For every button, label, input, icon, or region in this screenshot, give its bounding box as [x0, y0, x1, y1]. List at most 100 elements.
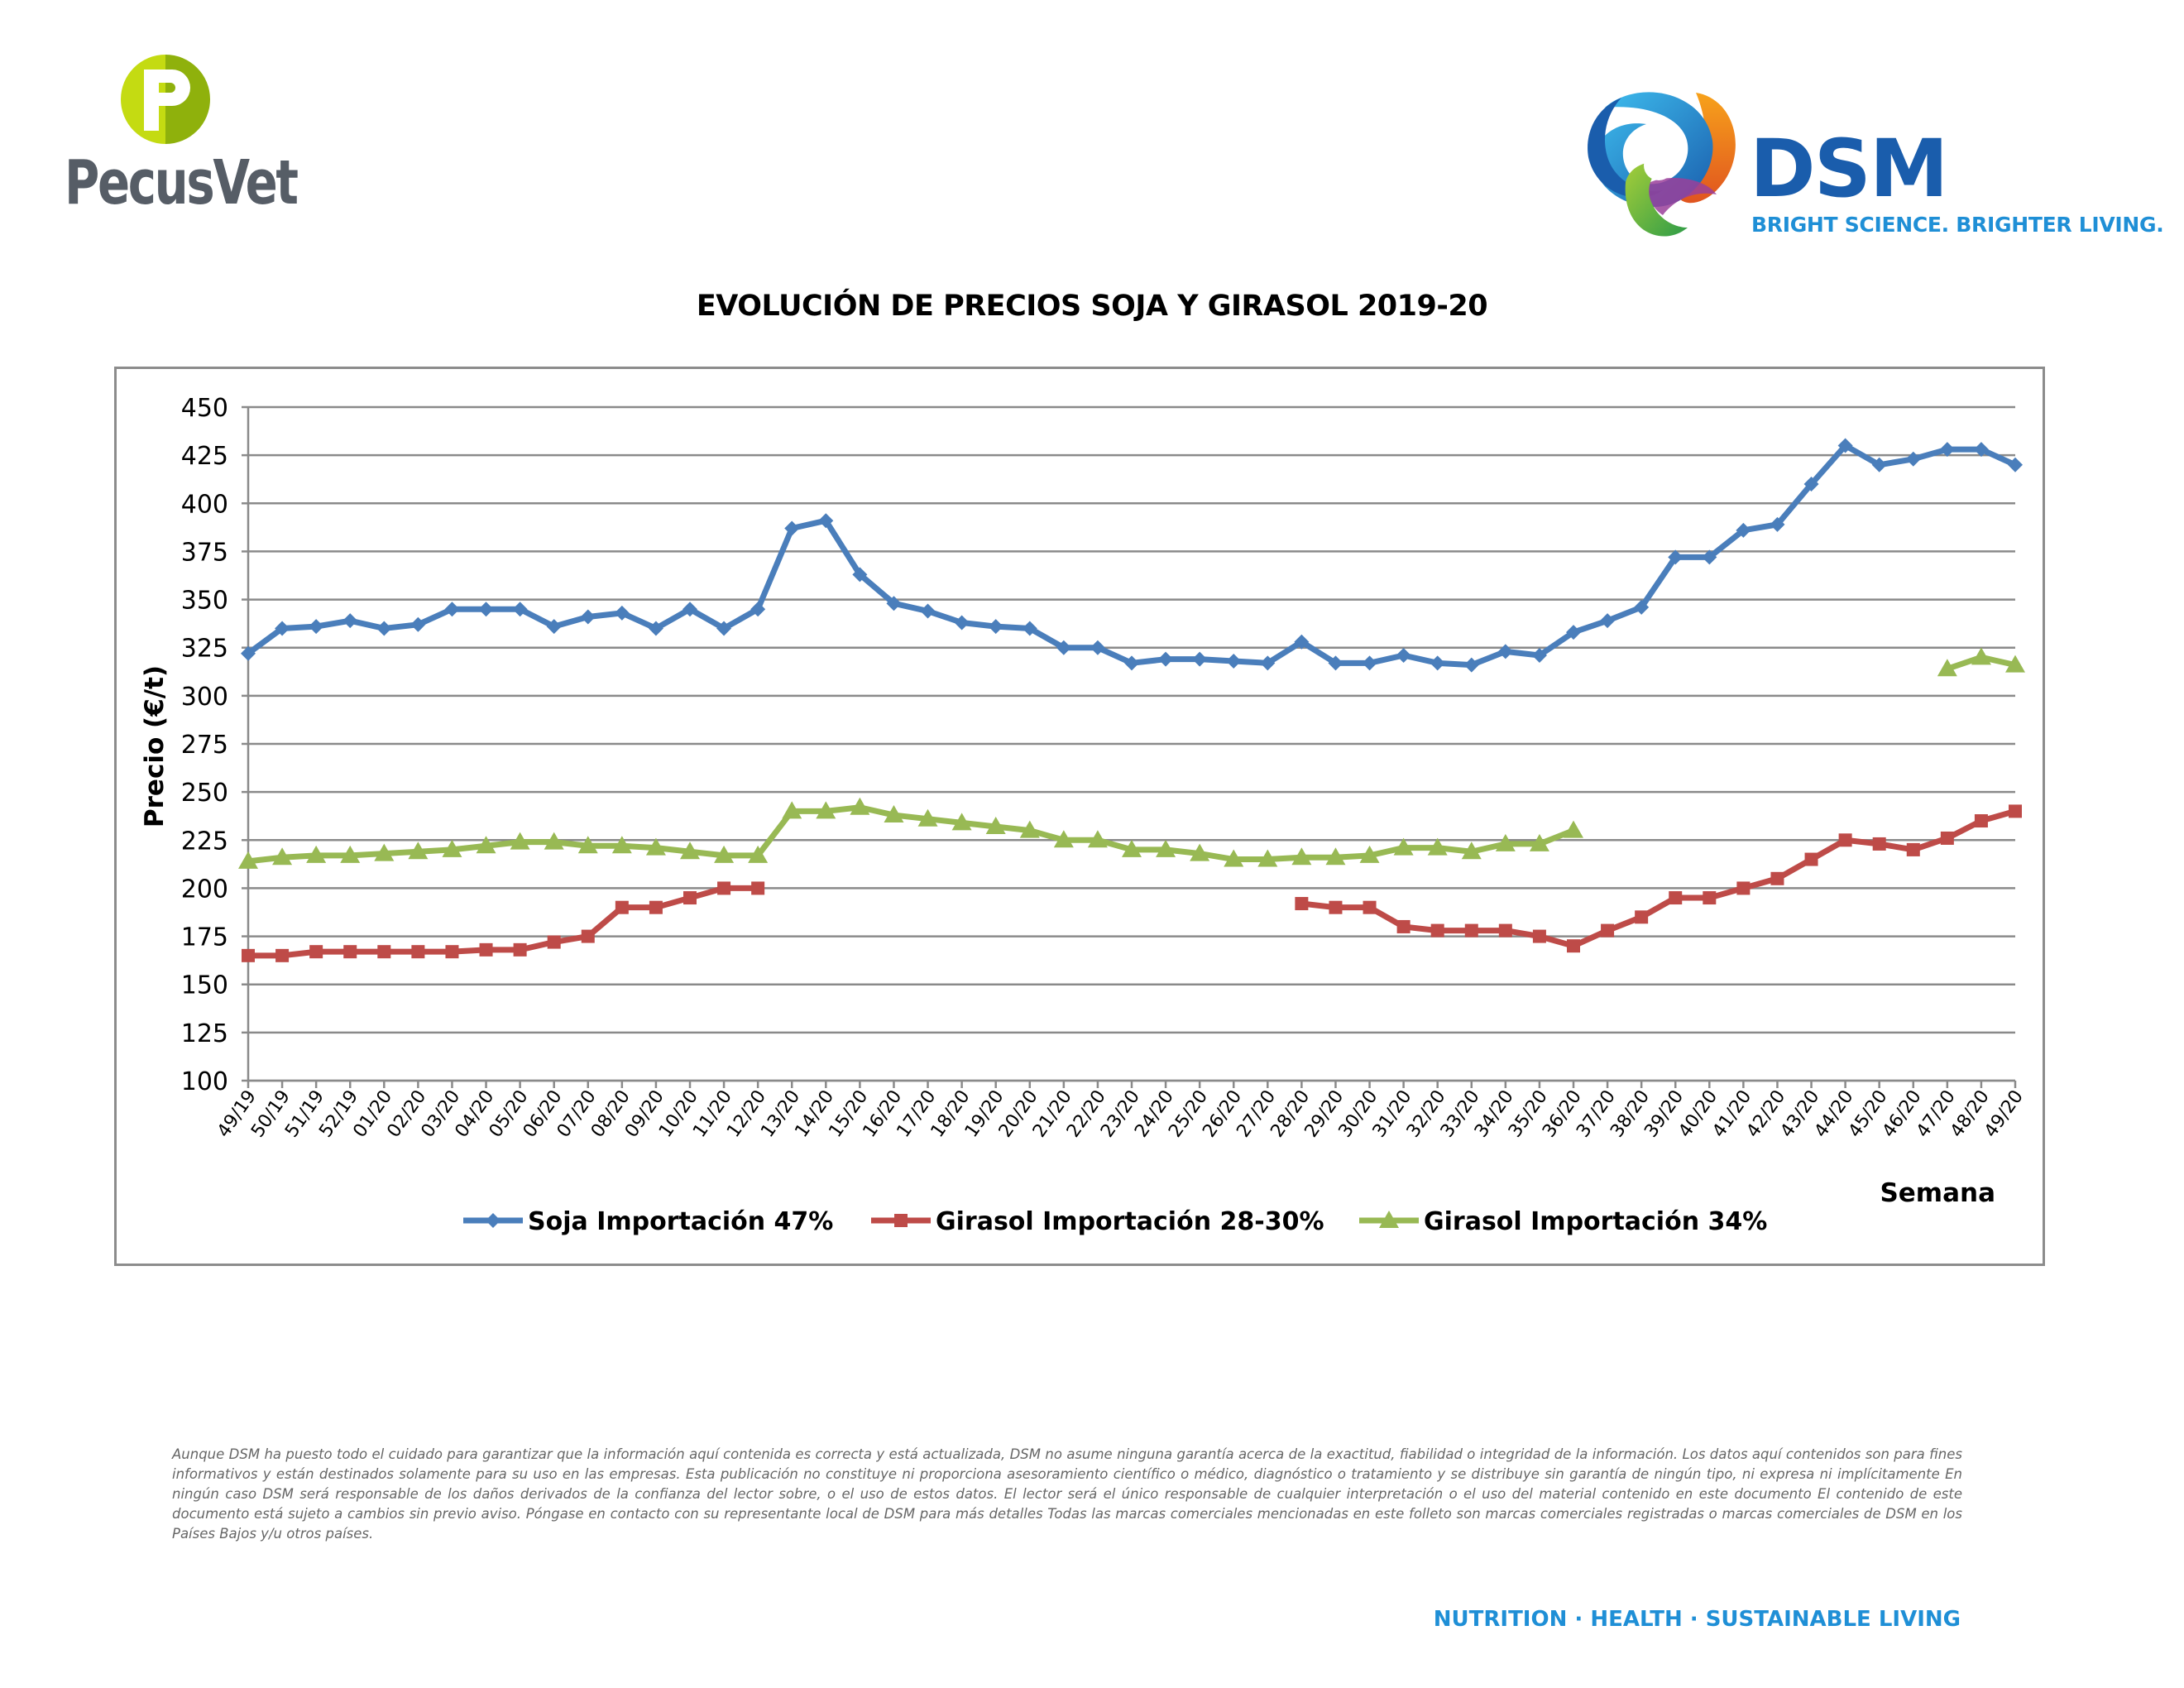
- data-point: [377, 945, 391, 959]
- data-point: [1053, 830, 1074, 848]
- x-tick-labels: 49/1950/1951/1952/1901/2002/2003/2004/20…: [213, 1086, 2028, 1141]
- legend-marker: [1379, 1211, 1399, 1228]
- pecusvet-wordmark: PecusVet: [65, 147, 299, 218]
- data-point: [547, 935, 561, 949]
- data-point: [272, 847, 293, 866]
- data-point: [645, 837, 666, 856]
- dsm-logo: DSM BRIGHT SCIENCE. BRIGHTER LIVING.: [1572, 83, 2164, 265]
- y-tick-label: 175: [181, 923, 228, 952]
- y-tick-label: 400: [181, 490, 228, 519]
- y-axis-label: Precio (€/t): [140, 665, 170, 827]
- data-point: [1566, 625, 1581, 640]
- legend-item: Girasol Importación 34%: [1359, 1207, 1767, 1236]
- dsm-tagline: BRIGHT SCIENCE. BRIGHTER LIVING.: [1751, 213, 2164, 237]
- data-point: [2008, 457, 2023, 472]
- series-2: [242, 804, 2022, 962]
- data-point: [784, 520, 800, 536]
- y-tick-label: 450: [181, 394, 228, 423]
- data-point: [1940, 831, 1954, 845]
- series-lines: [238, 438, 2025, 962]
- data-point: [444, 602, 460, 617]
- pecusvet-logo: PecusVet: [58, 50, 299, 223]
- data-point: [1497, 644, 1513, 659]
- data-point: [1871, 457, 1887, 472]
- data-point: [306, 845, 327, 863]
- data-point: [445, 945, 459, 959]
- data-point: [1224, 849, 1244, 867]
- data-point: [1600, 613, 1616, 629]
- data-point: [714, 845, 735, 863]
- legend-item: Soja Importación 47%: [463, 1207, 833, 1236]
- data-point: [546, 619, 562, 635]
- data-point: [1124, 655, 1139, 671]
- data-point: [342, 613, 358, 629]
- data-point: [985, 817, 1006, 835]
- data-point: [1056, 640, 1071, 655]
- y-tick-label: 100: [181, 1067, 228, 1096]
- data-point: [1567, 939, 1580, 953]
- chart-frame: [114, 367, 2045, 1266]
- pecusvet-mark: [121, 55, 210, 144]
- data-point: [1019, 820, 1040, 838]
- data-point: [1461, 842, 1482, 860]
- data-point: [1529, 833, 1549, 851]
- y-tick-label: 275: [181, 731, 228, 760]
- data-point: [649, 900, 663, 914]
- data-point: [850, 797, 870, 815]
- data-point: [680, 842, 700, 860]
- data-point: [1427, 837, 1448, 856]
- dsm-swirl-mark: [1588, 92, 1736, 237]
- y-tick-label: 425: [181, 442, 228, 471]
- data-point: [954, 615, 970, 631]
- legend-label: Girasol Importación 28-30%: [936, 1207, 1324, 1236]
- legend-marker: [894, 1214, 908, 1227]
- data-point: [1770, 516, 1785, 532]
- axes: [242, 405, 2017, 1088]
- data-point: [1937, 659, 1957, 677]
- data-point: [580, 609, 596, 625]
- data-point: [884, 805, 904, 823]
- data-point: [275, 948, 290, 962]
- data-point: [1090, 640, 1105, 655]
- legend-item: Girasol Importación 28-30%: [871, 1207, 1324, 1236]
- y-tick-label: 250: [181, 779, 228, 808]
- data-point: [577, 836, 598, 854]
- data-point: [682, 602, 697, 617]
- data-point: [1804, 852, 1818, 866]
- data-point: [1498, 923, 1512, 938]
- data-point: [917, 808, 938, 827]
- data-point: [410, 616, 426, 632]
- data-point: [1971, 647, 1991, 665]
- data-point: [1087, 830, 1108, 848]
- data-point: [1703, 891, 1717, 905]
- y-tick-labels: 100 125 150 175 200 225 250 275 300 325 350 375 400 4…: [181, 394, 228, 1096]
- data-point: [478, 602, 494, 617]
- data-point: [1192, 651, 1208, 667]
- data-point: [1495, 833, 1516, 851]
- data-point: [1532, 929, 1546, 943]
- data-point: [1329, 900, 1343, 914]
- y-tick-label: 150: [181, 971, 228, 1000]
- data-point: [309, 619, 324, 635]
- data-point: [275, 621, 290, 636]
- data-point: [1393, 837, 1414, 856]
- data-point: [648, 621, 663, 636]
- y-tick-label: 300: [181, 683, 228, 712]
- data-point: [343, 945, 357, 959]
- data-point: [751, 881, 765, 895]
- data-point: [1973, 442, 1989, 458]
- data-point: [1974, 814, 1988, 828]
- data-point: [374, 843, 395, 861]
- data-point: [2005, 655, 2025, 673]
- data-point: [1430, 655, 1445, 671]
- data-point: [1872, 837, 1886, 851]
- data-point: [852, 567, 868, 583]
- chart-title: EVOLUCIÓN DE PRECIOS SOJA Y GIRASOL 2019…: [696, 290, 1488, 323]
- data-point: [1803, 477, 1819, 492]
- y-tick-label: 375: [181, 538, 228, 567]
- legend-label: Soja Importación 47%: [528, 1207, 833, 1236]
- data-point: [1226, 653, 1242, 669]
- data-point: [510, 832, 530, 850]
- y-tick-label: 200: [181, 875, 228, 904]
- data-point: [1837, 438, 1853, 453]
